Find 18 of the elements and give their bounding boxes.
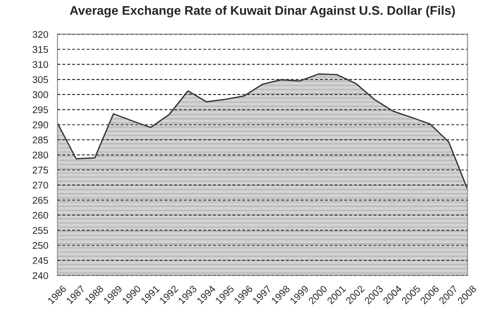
y-tick-label: 295 — [32, 106, 48, 114]
y-tick-label: 255 — [32, 226, 48, 234]
y-tick-label: 250 — [32, 242, 48, 249]
y-tick-label: 285 — [32, 136, 48, 144]
y-tick-label: 265 — [32, 196, 48, 204]
y-tick-label: 310 — [32, 61, 48, 68]
y-tick-label: 315 — [32, 46, 48, 53]
y-tick-label: 245 — [32, 257, 48, 264]
y-tick-label: 260 — [32, 212, 48, 219]
y-tick-label: 280 — [32, 152, 48, 158]
y-tick-label: 275 — [32, 166, 48, 174]
y-tick-label: 240 — [32, 272, 48, 280]
y-tick-label: 300 — [32, 91, 48, 98]
y-tick-label: 320 — [32, 30, 48, 38]
y-tick-label: 290 — [32, 121, 48, 128]
y-tick-label: 305 — [32, 76, 48, 84]
chart-title: Average Exchange Rate of Kuwait Dinar Against U.S. Dollar (Fils) — [70, 6, 455, 18]
y-tick-label: 270 — [32, 182, 48, 189]
